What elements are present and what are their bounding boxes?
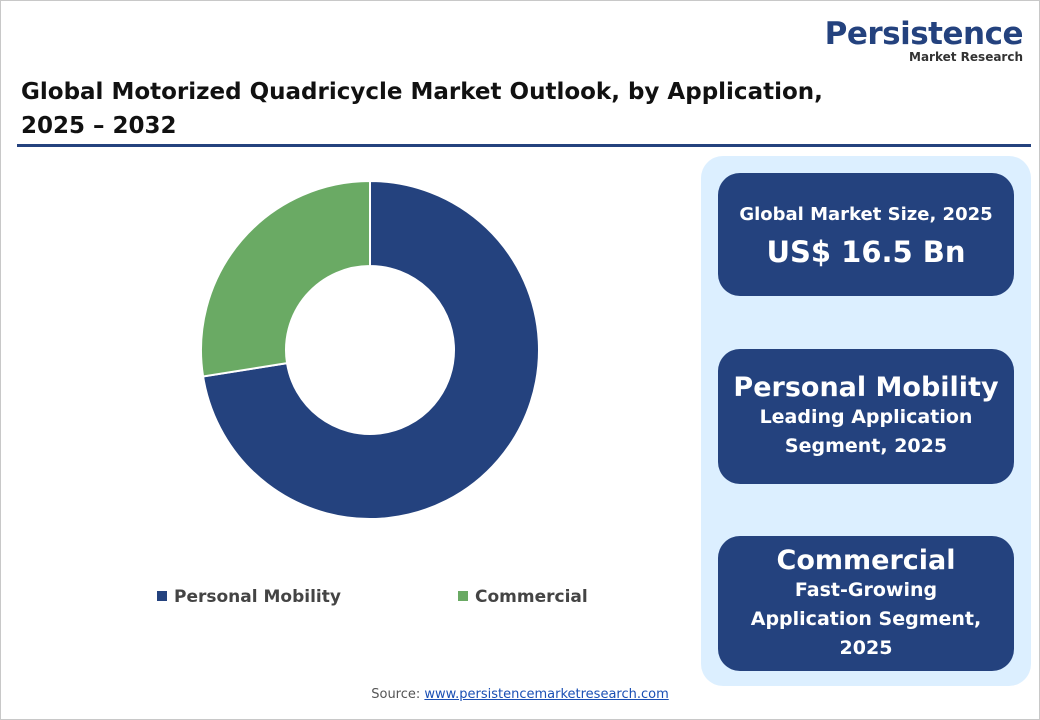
logo-name: Persistence (824, 16, 1024, 52)
card-label: Leading Application Segment, 2025 (759, 406, 973, 457)
donut-slice (200, 179, 371, 378)
card-label: Fast-Growing Application Segment, 2025 (750, 578, 982, 659)
legend-label: Commercial (475, 587, 588, 607)
card-headline: US$ 16.5 Bn (766, 235, 966, 269)
divider (17, 144, 1031, 147)
chart: Personal Mobility Commercial (157, 179, 588, 607)
card-label: Global Market Size, 2025 (739, 204, 993, 225)
card-headline: Personal Mobility (733, 372, 999, 403)
donut-slice (201, 179, 540, 520)
logo-tagline: Market Research (909, 50, 1023, 64)
source-label: Source: (371, 687, 421, 702)
chart-title: Global Motorized Quadricycle Market Outl… (21, 79, 823, 139)
card-headline: Commercial (776, 544, 956, 576)
card: Personal Mobility Leading Application Se… (718, 349, 1014, 484)
card: Commercial Fast-Growing Application Segm… (718, 536, 1014, 671)
legend-label: Personal Mobility (174, 587, 341, 607)
legend-swatch (458, 591, 468, 601)
source: Source: www.persistencemarketresearch.co… (1, 687, 1039, 702)
logo: Persistence Market Research (824, 16, 1024, 64)
legend-swatch (157, 591, 167, 601)
source-link[interactable]: www.persistencemarketresearch.com (424, 687, 669, 702)
card: Global Market Size, 2025 US$ 16.5 Bn (718, 173, 1014, 296)
